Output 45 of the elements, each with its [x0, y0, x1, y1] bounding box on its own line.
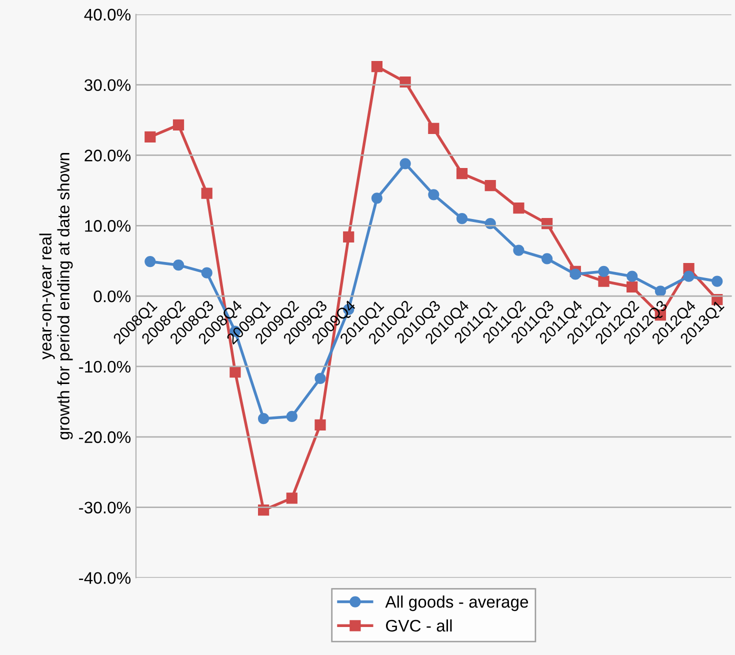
point [683, 270, 694, 282]
y-tick-label: 20.0% [84, 150, 131, 162]
point [712, 276, 723, 287]
legend-label: GVC - all [386, 619, 452, 632]
point [626, 281, 638, 292]
point [172, 260, 184, 271]
y-tick-label: 10.0% [85, 220, 131, 232]
y-tick-label: 40.0% [84, 8, 131, 21]
point [230, 366, 241, 378]
y-tick-label: 0.0% [94, 290, 131, 302]
legend-label: All goods - average [385, 596, 528, 612]
point [144, 131, 156, 142]
point [286, 410, 298, 422]
y-tick-label: 30.0% [84, 79, 131, 92]
point [371, 60, 383, 72]
y-tick-label: -40.0% [79, 572, 131, 584]
point [172, 119, 184, 131]
y-tick-label: -30.0% [79, 502, 131, 514]
point [201, 267, 212, 278]
point [484, 180, 496, 192]
point [314, 419, 326, 430]
point [286, 492, 298, 504]
point [541, 253, 553, 264]
point [400, 76, 411, 88]
point [456, 213, 468, 224]
point [513, 202, 524, 214]
point [258, 413, 270, 424]
point [371, 192, 383, 204]
point [428, 122, 440, 134]
point [400, 158, 411, 170]
point [513, 244, 524, 256]
y-axis-title: year-on-year real growth for period ending at date shown [39, 153, 73, 440]
y-tick-label: -20.0% [79, 431, 131, 444]
point [456, 168, 468, 180]
point [144, 256, 156, 268]
point [598, 276, 610, 287]
point [598, 266, 610, 277]
y-tick-label: -10.0% [79, 360, 131, 373]
point [201, 188, 212, 199]
point [314, 372, 326, 384]
point [428, 189, 440, 200]
point [626, 270, 638, 282]
point [570, 268, 581, 280]
point [343, 231, 354, 242]
point [654, 286, 666, 297]
